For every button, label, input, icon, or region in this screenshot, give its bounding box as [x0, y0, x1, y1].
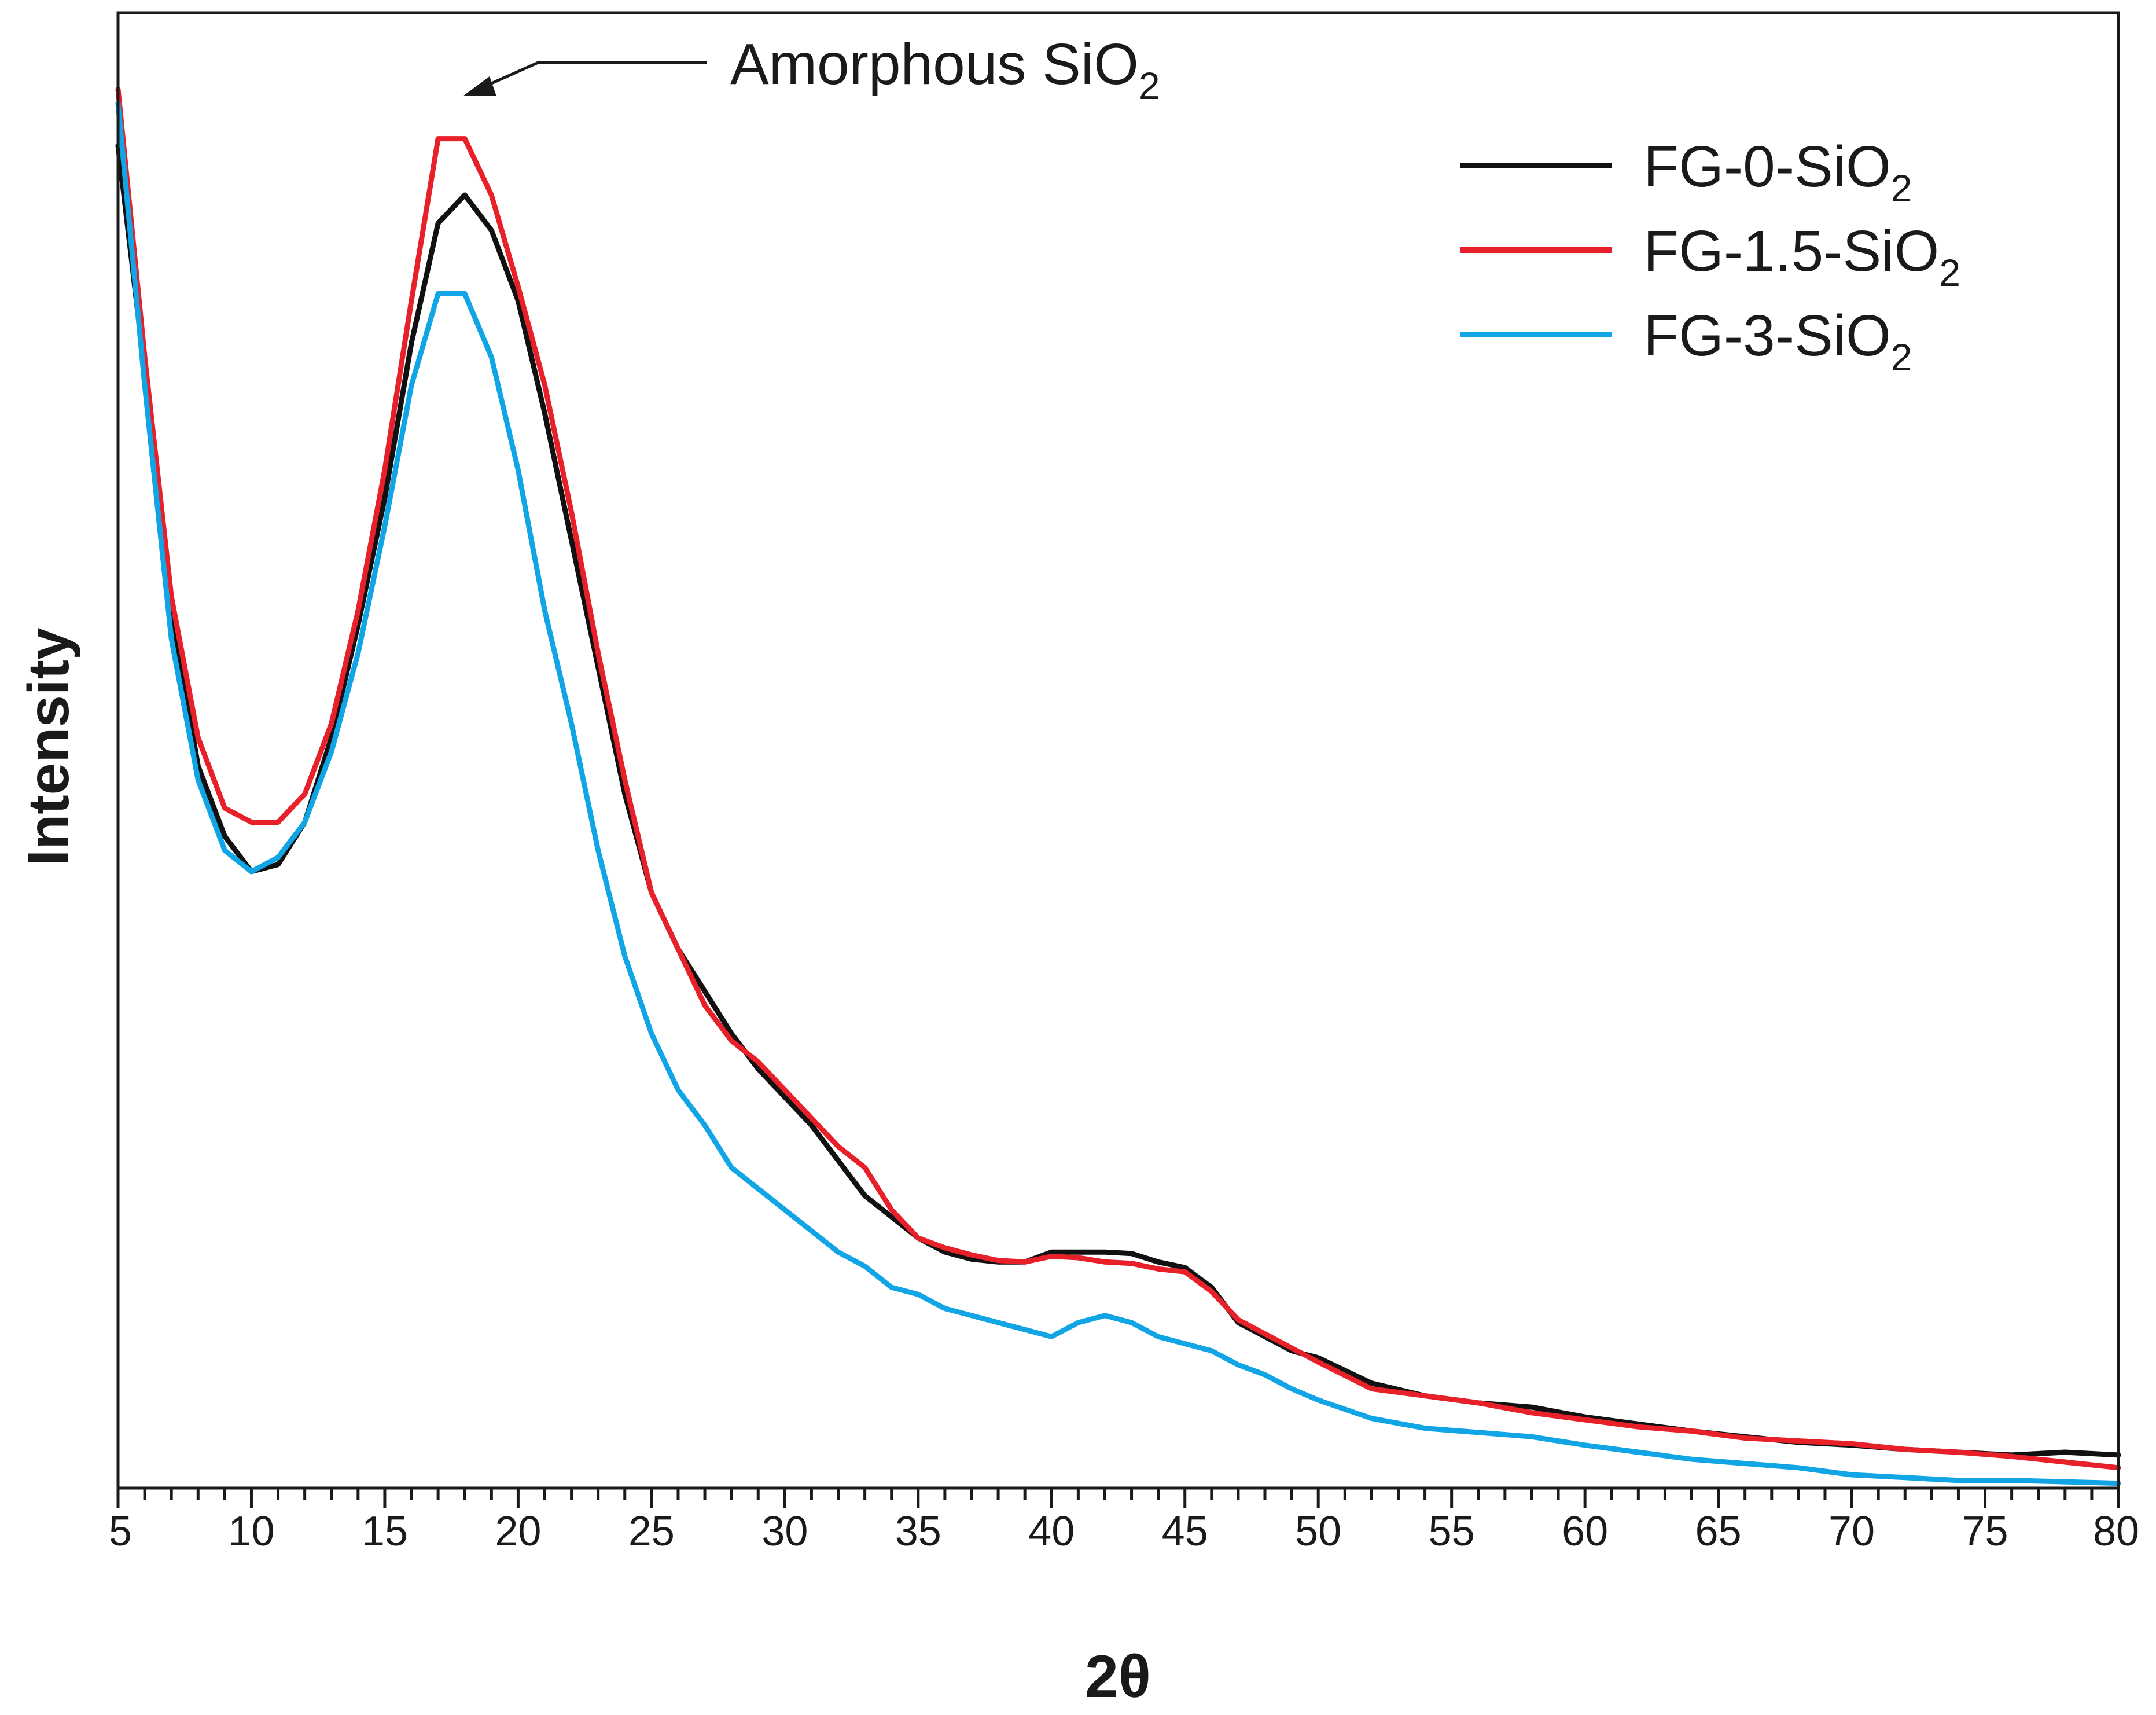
x-tick-label: 10: [228, 1508, 274, 1555]
legend: FG-0-SiO2 FG-1.5-SiO2 FG-3-SiO2: [1460, 134, 1960, 379]
x-tick-label: 45: [1162, 1508, 1208, 1555]
x-tick-label: 30: [761, 1508, 808, 1555]
x-tick-label: 40: [1028, 1508, 1075, 1555]
annotation-arrow-line: [483, 61, 539, 89]
x-axis-tick-labels: 5 10 15 20 25 30 35 40 45 50 55 60 65 70 75 80: [109, 1508, 2139, 1555]
x-tick-label: 80: [2093, 1508, 2139, 1555]
x-tick-label: 60: [1562, 1508, 1608, 1555]
x-axis-title: 2θ: [1085, 1643, 1151, 1710]
x-tick-label: 35: [895, 1508, 941, 1555]
legend-label-fg-1-5: FG-1.5-SiO2: [1643, 219, 1960, 294]
amorphous-sio2-annotation: Amorphous SiO2: [463, 32, 1160, 107]
x-tick-label: 70: [1828, 1508, 1875, 1555]
x-tick-label: 50: [1295, 1508, 1341, 1555]
y-axis-title: Intensity: [16, 627, 81, 866]
annotation-arrowhead: [463, 76, 496, 96]
series-line-1: [115, 86, 2121, 1471]
x-tick-label: 75: [1962, 1508, 2008, 1555]
x-tick-label: 65: [1695, 1508, 1742, 1555]
annotation-label: Amorphous SiO2: [730, 32, 1160, 107]
x-tick-label: 15: [362, 1508, 408, 1555]
x-axis-ticks: [116, 1488, 2120, 1508]
x-tick-label: 5: [109, 1508, 132, 1555]
x-tick-label: 20: [495, 1508, 541, 1555]
legend-label-fg-3: FG-3-SiO2: [1643, 303, 1912, 379]
plot-frame: [116, 11, 2120, 1490]
legend-label-fg-0: FG-0-SiO2: [1643, 134, 1912, 210]
x-tick-label: 25: [628, 1508, 675, 1555]
plot-lines-group: [115, 86, 2121, 1486]
x-tick-label: 55: [1429, 1508, 1475, 1555]
series-line-2: [115, 101, 2121, 1486]
